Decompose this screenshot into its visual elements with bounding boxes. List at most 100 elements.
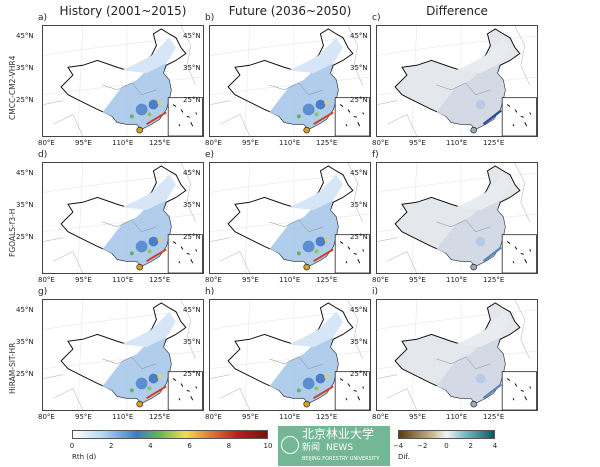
lat-tick-label: 45°N (350, 32, 368, 40)
colorbar-tick: 0 (444, 442, 449, 450)
colorbar-tick: 10 (263, 442, 273, 450)
lat-tick-label: 45°N (183, 32, 201, 40)
lon-tick-label: 80°E (205, 276, 222, 284)
lat-tick-label: 35°N (16, 201, 34, 209)
lat-tick-label: 25°N (16, 96, 34, 104)
panel-label: c) (372, 13, 381, 23)
lon-tick-label: 95°E (75, 276, 92, 284)
colorbar-tick: −4 (392, 442, 404, 450)
colorbar-tick: 2 (468, 442, 473, 450)
lon-tick-label: 110°E (112, 276, 134, 284)
lon-tick-label: 95°E (75, 139, 92, 147)
lon-tick-label: 80°E (38, 139, 55, 147)
lon-tick-label: 95°E (242, 276, 259, 284)
lat-tick-label: 35°N (350, 201, 368, 209)
lat-tick-label: 35°N (183, 201, 201, 209)
lat-tick-label: 25°N (350, 96, 368, 104)
colorbar-label: Dif. (398, 453, 410, 461)
panel-label: d) (38, 150, 48, 160)
lat-tick-label: 25°N (350, 233, 368, 241)
lat-tick-label: 25°N (183, 233, 201, 241)
lon-tick-label: 125°E (149, 413, 171, 421)
map-panel (376, 299, 538, 411)
lon-tick-label: 110°E (112, 139, 134, 147)
lat-tick-label: 35°N (16, 338, 34, 346)
lat-tick-label: 35°N (350, 338, 368, 346)
map-panel (42, 162, 204, 274)
colorbar-tick: 2 (108, 442, 114, 450)
lon-tick-label: 110°E (279, 276, 301, 284)
map-panel (42, 25, 204, 137)
lon-tick-label: 80°E (38, 276, 55, 284)
watermark-news-en: NEWS (326, 443, 354, 453)
lat-tick-label: 45°N (183, 169, 201, 177)
lon-tick-label: 95°E (242, 413, 259, 421)
lon-tick-label: 125°E (149, 139, 171, 147)
lon-tick-label: 110°E (446, 276, 468, 284)
map-panel (209, 25, 371, 137)
lon-tick-label: 95°E (409, 276, 426, 284)
lon-tick-label: 110°E (279, 139, 301, 147)
lon-tick-label: 125°E (316, 276, 338, 284)
map-panel (42, 299, 204, 411)
colorbar-rth (72, 430, 268, 439)
lon-tick-label: 80°E (205, 413, 222, 421)
lat-tick-label: 45°N (16, 306, 34, 314)
watermark-news-cn: 新闻 (302, 443, 321, 453)
map-panel (209, 162, 371, 274)
lat-tick-label: 45°N (350, 306, 368, 314)
colorbar-tick: 8 (226, 442, 232, 450)
panel-label: f) (372, 150, 379, 160)
lat-tick-label: 25°N (183, 96, 201, 104)
lat-tick-label: 45°N (16, 32, 34, 40)
lon-tick-label: 125°E (483, 276, 505, 284)
row-label-model: HiRAM-SIT-HR (8, 342, 17, 394)
colorbar-tick: 6 (187, 442, 192, 450)
panel-label: e) (205, 150, 215, 160)
colorbar-tick: −2 (417, 442, 428, 450)
lon-tick-label: 125°E (316, 413, 338, 421)
map-panel (209, 299, 371, 411)
lon-tick-label: 80°E (205, 139, 222, 147)
lon-tick-label: 80°E (372, 413, 389, 421)
map-panel (376, 162, 538, 274)
lat-tick-label: 45°N (350, 169, 368, 177)
lat-tick-label: 25°N (350, 370, 368, 378)
lat-tick-label: 45°N (183, 306, 201, 314)
lat-tick-label: 45°N (16, 169, 34, 177)
lon-tick-label: 125°E (483, 139, 505, 147)
lat-tick-label: 25°N (16, 233, 34, 241)
university-seal-icon (281, 436, 299, 454)
colorbar-tick: 4 (148, 442, 153, 450)
lon-tick-label: 95°E (409, 139, 426, 147)
colorbar-tick: 0 (69, 442, 75, 450)
lon-tick-label: 125°E (483, 413, 505, 421)
watermark-name: 北京林业大学 (302, 427, 375, 441)
lon-tick-label: 95°E (75, 413, 92, 421)
lat-tick-label: 35°N (16, 64, 34, 72)
lat-tick-label: 35°N (183, 64, 201, 72)
lon-tick-label: 80°E (372, 139, 389, 147)
colorbar-label: Rth (d) (72, 453, 97, 461)
panel-label: g) (38, 287, 48, 297)
column-title: History (2001~2015) (59, 4, 187, 18)
lon-tick-label: 95°E (409, 413, 426, 421)
lon-tick-label: 110°E (112, 413, 134, 421)
lon-tick-label: 110°E (446, 413, 468, 421)
colorbar-tick: 4 (492, 442, 498, 450)
lon-tick-label: 110°E (446, 139, 468, 147)
column-title: Difference (426, 4, 488, 18)
lon-tick-label: 125°E (316, 139, 338, 147)
lat-tick-label: 25°N (16, 370, 34, 378)
panel-label: i) (372, 287, 379, 297)
lat-tick-label: 35°N (350, 64, 368, 72)
lon-tick-label: 110°E (279, 413, 301, 421)
panel-label: h) (205, 287, 215, 297)
colorbar-diff (398, 430, 495, 439)
lat-tick-label: 25°N (183, 370, 201, 378)
watermark-logo: 北京林业大学 新闻 NEWS BEIJING FORESTRY UNIVERSI… (278, 426, 390, 466)
panel-label: a) (38, 13, 48, 23)
lon-tick-label: 80°E (372, 276, 389, 284)
panel-label: b) (205, 13, 215, 23)
